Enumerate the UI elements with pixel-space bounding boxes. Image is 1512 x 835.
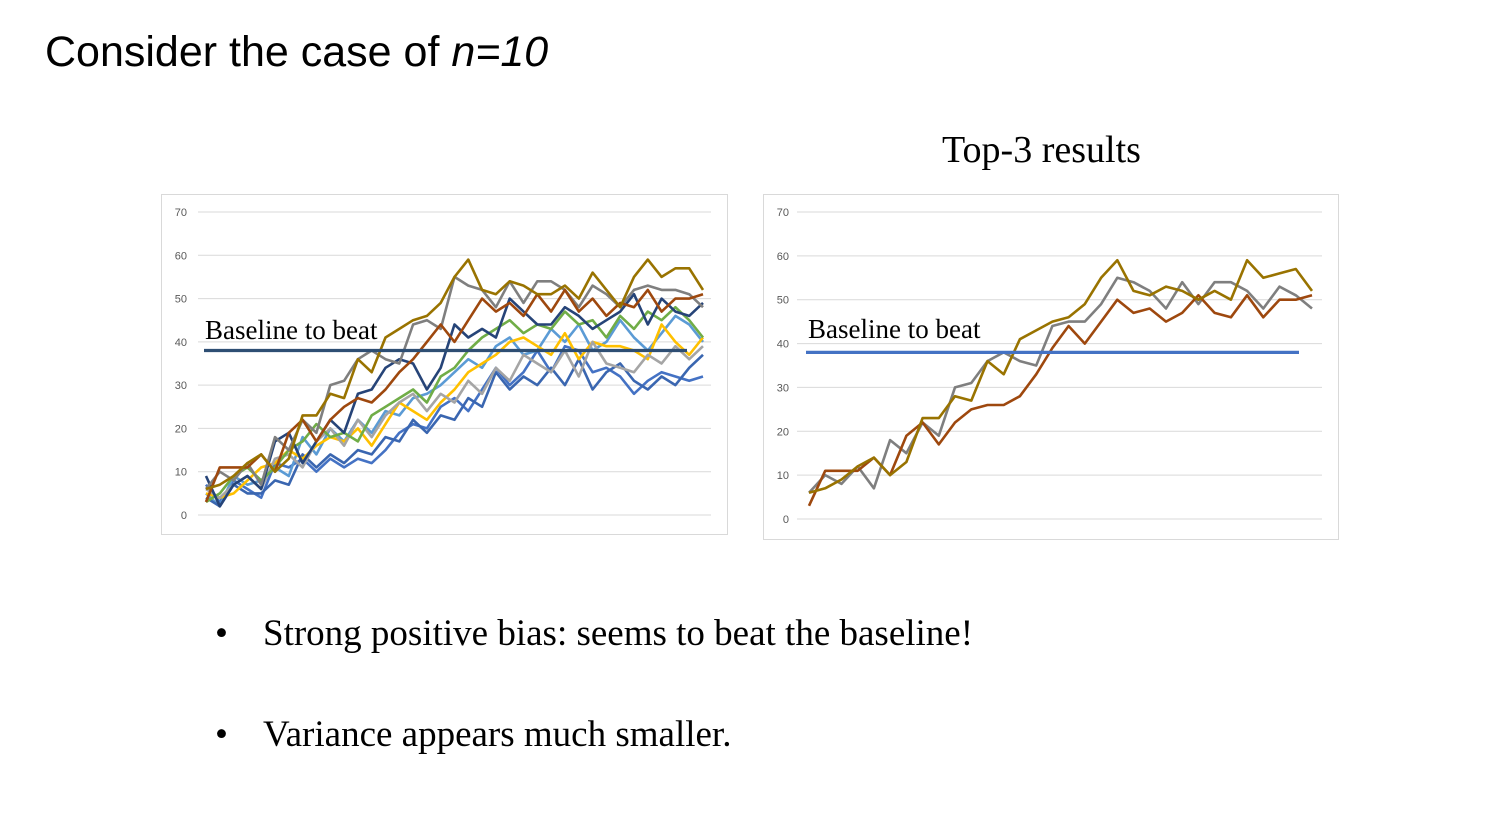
- y-tick-label: 50: [175, 294, 187, 306]
- y-tick-label: 0: [783, 514, 789, 526]
- slide-title-text: Consider the case of: [45, 28, 452, 76]
- bullet-list: • Strong positive bias: seems to beat the…: [215, 612, 973, 814]
- top3-chart-svg: 0 10 20 30 40 50 60 70 Baseline to beat: [777, 207, 1322, 526]
- baseline-label: Baseline to beat: [808, 314, 981, 344]
- series-line: [808, 258, 1314, 494]
- series-line: [205, 314, 705, 508]
- series-line: [808, 276, 1313, 494]
- y-tick-label: 60: [175, 250, 187, 262]
- series-line: [807, 294, 1313, 507]
- y-tick-label: 30: [777, 382, 789, 394]
- y-tick-label: 10: [777, 470, 789, 482]
- y-tick-label: 10: [175, 467, 187, 479]
- gridlines: [797, 211, 1322, 520]
- series-line: [205, 340, 704, 500]
- top3-chart: 0 10 20 30 40 50 60 70 Baseline to beat: [763, 194, 1339, 540]
- series-line: [205, 353, 704, 508]
- series-line: [204, 288, 704, 503]
- bullet-text: Strong positive bias: seems to beat the …: [263, 613, 974, 654]
- slide-title-math: n=10: [451, 28, 549, 76]
- y-tick-label: 70: [175, 207, 187, 219]
- y-tick-label: 40: [175, 337, 187, 349]
- bullet-text: Variance appears much smaller.: [263, 714, 732, 755]
- baseline-label: Baseline to beat: [205, 315, 378, 345]
- all-runs-chart-svg: 0 10 20 30 40 50 60 70 Baseline to beat: [175, 207, 711, 522]
- y-tick-label: 70: [777, 207, 789, 219]
- right-chart-title: Top-3 results: [942, 129, 1141, 171]
- bullet-dot: •: [215, 613, 228, 654]
- all-runs-chart: 0 10 20 30 40 50 60 70 Baseline to beat: [161, 194, 728, 535]
- y-tick-label: 60: [777, 251, 789, 263]
- y-tick-label: 20: [175, 423, 187, 435]
- y-tick-label: 20: [777, 426, 789, 438]
- y-tick-label: 0: [181, 510, 187, 522]
- slide-title: Consider the case of n=10: [45, 28, 548, 77]
- bullet-item: • Strong positive bias: seems to beat the…: [215, 612, 973, 713]
- bullet-item: • Variance appears much smaller.: [215, 713, 973, 814]
- bullet-dot: •: [215, 714, 228, 755]
- series-line: [204, 344, 704, 504]
- y-tick-label: 30: [175, 380, 187, 392]
- series-line: [205, 258, 705, 491]
- y-tick-label: 50: [777, 295, 789, 307]
- y-tick-label: 40: [777, 339, 789, 351]
